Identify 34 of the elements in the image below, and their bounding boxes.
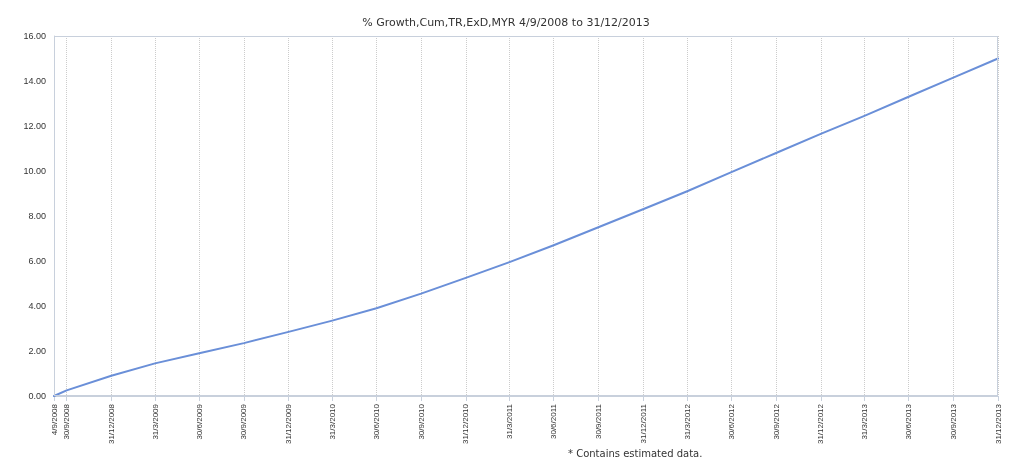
x-tick-label: 30/9/2009 <box>239 403 249 440</box>
x-tick-label: 31/12/2010 <box>461 403 471 445</box>
x-tick-label: 31/3/2010 <box>327 403 337 440</box>
x-tick-label: 31/12/2009 <box>284 403 294 445</box>
x-tick-label: 30/6/2010 <box>371 403 381 440</box>
x-tick-label: 31/12/2013 <box>993 403 1003 445</box>
y-tick-label: 0.00 <box>28 391 46 401</box>
y-tick-label: 2.00 <box>28 346 46 356</box>
x-tick-label: 30/9/2011 <box>593 403 603 439</box>
y-tick-label: 14.00 <box>23 76 46 86</box>
x-tick-label: 30/6/2012 <box>726 403 736 440</box>
x-tick-label: 30/9/2008 <box>62 403 72 440</box>
y-tick-label: 4.00 <box>28 301 46 311</box>
x-tick-label: 30/6/2013 <box>904 403 914 440</box>
x-tick-label: 31/3/2013 <box>859 403 869 440</box>
chart-title: % Growth,Cum,TR,ExD,MYR 4/9/2008 to 31/12/2013 <box>362 16 650 29</box>
x-tick-label: 30/9/2012 <box>771 403 781 440</box>
y-tick-label: 6.00 <box>28 256 46 266</box>
text: * Contains estimated data. <box>568 447 703 459</box>
x-tick-label: 30/6/2011 <box>549 403 559 439</box>
y-tick-label: 12.00 <box>23 121 46 131</box>
x-tick-label: 4/9/2008 <box>49 403 59 436</box>
y-tick-label: 8.00 <box>28 211 46 221</box>
x-tick-label: 31/3/2011 <box>504 403 514 439</box>
x-tick-label: 31/3/2009 <box>150 403 160 440</box>
x-tick-label: 31/12/2008 <box>106 403 116 445</box>
x-tick-label: 30/9/2010 <box>416 403 426 440</box>
y-tick-label: 10.00 <box>23 166 46 176</box>
x-tick-label: 31/12/2011 <box>638 403 648 444</box>
x-tick-label: 30/6/2009 <box>194 403 204 440</box>
x-tick-label: 31/12/2012 <box>816 403 826 445</box>
x-tick-label: 30/9/2013 <box>948 403 958 440</box>
y-tick-label: 16.00 <box>23 31 46 41</box>
x-tick-label: 31/3/2012 <box>682 403 692 440</box>
